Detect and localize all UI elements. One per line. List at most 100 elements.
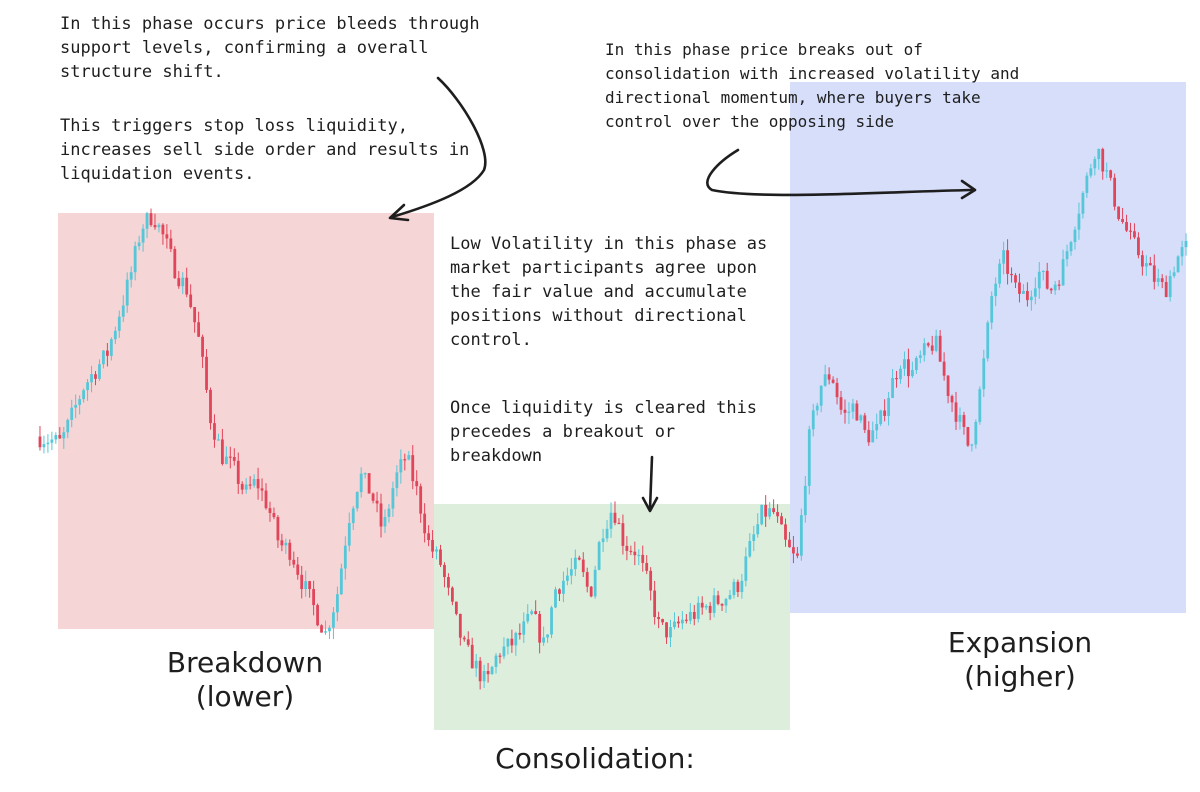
annotation-consolidation-2: Once liquidity is cleared this precedes … bbox=[450, 398, 758, 466]
candle-body bbox=[1180, 247, 1184, 257]
candle-body bbox=[339, 568, 343, 595]
label-consolidation: Consolidation: bbox=[495, 742, 695, 775]
candle-body bbox=[990, 296, 994, 323]
candle-body bbox=[910, 369, 914, 377]
candle-body bbox=[756, 524, 760, 535]
candle-body bbox=[792, 547, 795, 554]
candle-body bbox=[1125, 221, 1128, 231]
candle-body bbox=[1093, 159, 1097, 169]
candle-body bbox=[1117, 206, 1121, 220]
candle-body bbox=[831, 379, 835, 383]
candle-body bbox=[1065, 251, 1069, 260]
candle-body bbox=[907, 359, 910, 377]
candle-body bbox=[538, 613, 542, 643]
candle-body bbox=[133, 246, 137, 273]
candle-body bbox=[1061, 259, 1065, 286]
candle-body bbox=[1069, 242, 1073, 252]
candle-body bbox=[161, 224, 165, 235]
candle-body bbox=[383, 516, 387, 527]
candle-body bbox=[177, 278, 181, 287]
candle-body bbox=[1045, 270, 1049, 289]
candle-body bbox=[169, 238, 173, 249]
candle-body bbox=[819, 385, 823, 406]
candle-body bbox=[324, 631, 327, 633]
candle-body bbox=[974, 421, 978, 445]
candle-body bbox=[708, 605, 712, 613]
candle-body bbox=[102, 350, 105, 365]
candle-body bbox=[966, 426, 970, 446]
candle-body bbox=[696, 602, 700, 619]
candle-body bbox=[260, 488, 264, 491]
candle-body bbox=[506, 638, 510, 647]
candle-body bbox=[387, 508, 391, 517]
candle-body bbox=[895, 378, 898, 380]
candle-body bbox=[109, 339, 113, 356]
candle-body bbox=[447, 577, 450, 588]
candle-body bbox=[1053, 284, 1057, 291]
candle-body bbox=[379, 503, 383, 527]
candle-body bbox=[625, 545, 629, 551]
candle-body bbox=[482, 671, 486, 682]
candle-body bbox=[585, 572, 589, 587]
candle-body bbox=[312, 589, 316, 606]
candle-body bbox=[193, 307, 197, 323]
candle-body bbox=[946, 375, 950, 396]
candle-body bbox=[197, 322, 201, 337]
candle-body bbox=[958, 415, 962, 422]
candle-body bbox=[320, 625, 323, 633]
candle-body bbox=[304, 581, 308, 590]
candle-body bbox=[185, 277, 189, 295]
candle-body bbox=[403, 459, 407, 461]
candle-body bbox=[213, 423, 216, 440]
candle-body bbox=[752, 534, 756, 541]
candle-body bbox=[1168, 275, 1172, 298]
candle-body bbox=[90, 374, 93, 383]
candle-body bbox=[597, 542, 601, 570]
candle-body bbox=[375, 500, 379, 504]
candle-body bbox=[641, 554, 645, 563]
candle-body bbox=[879, 410, 883, 425]
candle-body bbox=[573, 557, 577, 570]
annotation-breakdown-1: In this phase occurs price bleeds throug… bbox=[60, 14, 480, 82]
candle-body bbox=[224, 456, 228, 464]
candle-body bbox=[1121, 219, 1124, 222]
candle-body bbox=[760, 504, 764, 525]
candle-body bbox=[288, 542, 292, 560]
candle-body bbox=[724, 598, 728, 606]
candle-body bbox=[827, 374, 831, 380]
candle-body bbox=[569, 569, 573, 576]
candle-body bbox=[1144, 263, 1148, 267]
candle-body bbox=[395, 472, 399, 489]
candle-body bbox=[732, 581, 736, 596]
candle-body bbox=[748, 540, 752, 557]
candle-body bbox=[165, 234, 169, 239]
candle-body bbox=[300, 574, 304, 590]
candle-body bbox=[280, 540, 284, 546]
arrowhead-expansion bbox=[960, 179, 977, 200]
candle-body bbox=[1156, 278, 1160, 282]
candle-body bbox=[149, 213, 153, 226]
candle-body bbox=[157, 224, 161, 228]
candle-body bbox=[205, 356, 208, 390]
candle-body bbox=[70, 407, 74, 420]
candle-body bbox=[593, 569, 597, 597]
candle-body bbox=[649, 570, 653, 591]
candle-body bbox=[867, 429, 871, 443]
candle-body bbox=[228, 456, 232, 458]
candle-body bbox=[355, 492, 359, 509]
candle-body bbox=[680, 619, 684, 624]
candle-body bbox=[970, 444, 974, 446]
candle-body bbox=[328, 627, 331, 632]
candle-body bbox=[308, 581, 312, 590]
candle-body bbox=[518, 632, 522, 635]
candle-body bbox=[407, 455, 411, 460]
candle-body bbox=[125, 279, 129, 306]
candle-body bbox=[550, 607, 553, 635]
candle-body bbox=[94, 374, 97, 379]
candle-body bbox=[716, 595, 720, 604]
candle-body bbox=[431, 540, 434, 552]
candle-body bbox=[522, 621, 526, 635]
candle-body bbox=[918, 355, 922, 358]
